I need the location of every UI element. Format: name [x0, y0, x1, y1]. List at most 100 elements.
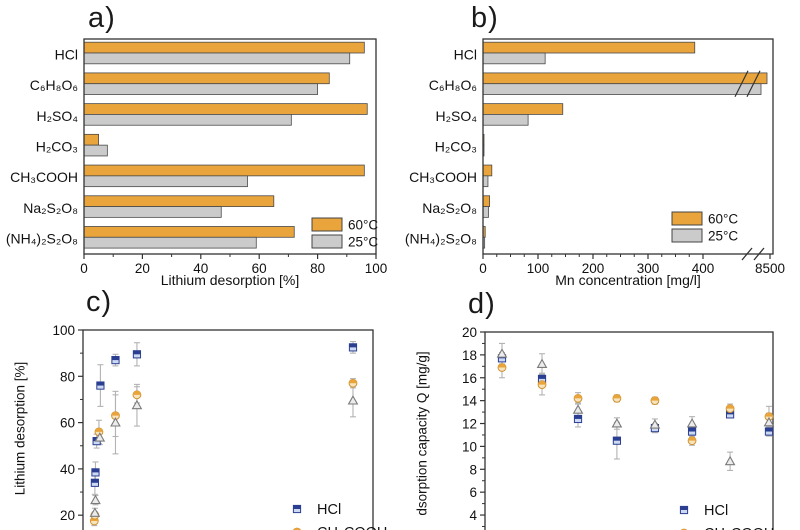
- marker-square: [111, 355, 120, 365]
- marker-circle-top: [538, 380, 546, 385]
- category-label: Na₂S₂O₈: [422, 200, 477, 216]
- marker-triangle: [131, 399, 143, 410]
- bar-25C-row1: [482, 83, 762, 95]
- y-tick-label: 18: [462, 348, 477, 363]
- marker-circle-top: [133, 390, 141, 395]
- marker-square-top: [111, 356, 120, 361]
- x-tick-label: 400: [692, 261, 715, 276]
- panel-a-chart: HCl C₆H₈O₆ H₂SO₄ H₂CO₃ CH₃COOH Na₂S₂O₈ (NH₄)₂S…: [6, 38, 388, 276]
- bar-25C-row4: [83, 175, 248, 188]
- bar-break-slash: [734, 70, 749, 97]
- category-label: H₂CO₃: [435, 139, 477, 155]
- marker-circle-top: [111, 411, 120, 416]
- bar-60C-row2: [83, 103, 368, 115]
- marker-square-top: [574, 415, 582, 419]
- bar-25C-row4: [482, 175, 489, 188]
- panel-a-xaxis-title: Lithium desorption [%]: [160, 272, 300, 288]
- category-label: CH₃COOH: [409, 169, 477, 185]
- panel-d-letter: d): [468, 288, 496, 320]
- panel-c-yaxis-title: Lithium desorption [%]: [12, 361, 28, 496]
- y-tick-label: 80: [60, 369, 75, 384]
- y-tick-label: 60: [60, 416, 75, 431]
- marker-square-top: [133, 350, 141, 355]
- y-tick-label: 20: [60, 508, 75, 523]
- bar-60C-row0: [83, 41, 365, 54]
- bar-25C-row5: [482, 206, 489, 218]
- marker-triangle: [89, 507, 101, 517]
- bar-60C-row1: [482, 72, 768, 85]
- marker-square-top: [613, 437, 621, 441]
- panel-c-letter: c): [86, 286, 113, 318]
- marker-triangle: [90, 494, 101, 505]
- plot-frame: [82, 329, 374, 530]
- axis-break-slash: [753, 247, 765, 261]
- marker-circle-top: [651, 396, 659, 401]
- marker-square-top: [688, 427, 696, 432]
- marker-square-top: [538, 375, 546, 379]
- x-tick-label: 300: [637, 261, 660, 276]
- marker-triangle: [649, 419, 661, 429]
- marker-triangle: [496, 348, 508, 358]
- y-tick-label: 12: [462, 417, 477, 432]
- legend-label: 25°C: [708, 229, 738, 244]
- marker-circle-top: [574, 394, 582, 399]
- panel-b-xaxis-title: Mn concentration [mg/l]: [555, 272, 701, 288]
- y-tick-label: 8: [469, 462, 477, 477]
- legend-label: CH₃COOH: [704, 526, 774, 530]
- marker-square-top: [293, 505, 301, 509]
- category-label: Na₂S₂O₈: [23, 200, 78, 216]
- legend-label: HCl: [317, 502, 341, 518]
- axis-break-slash: [741, 247, 753, 261]
- category-label: (NH₄)₂S₂O₈: [6, 231, 78, 247]
- marker-circle-top: [613, 394, 621, 399]
- category-label: HCl: [55, 46, 78, 62]
- legend-label: 25°C: [348, 235, 378, 250]
- x-tick-label: 0: [80, 261, 88, 276]
- bar-60C-row2: [482, 103, 564, 115]
- category-label: C₆H₈O₆: [429, 77, 477, 93]
- marker-triangle: [110, 417, 121, 427]
- legend-swatch-1: [311, 234, 343, 249]
- panel-d-chart: 20 18 16 14 12 10 8 6 4 HCl CH₃COOH: [462, 325, 775, 530]
- bar-60C-row0: [482, 41, 696, 54]
- category-label: (NH₄)₂S₂O₈: [405, 231, 477, 247]
- bar-60C-row3: [83, 133, 99, 146]
- panel-d-yaxis-title: dsorption capacity Q [mg/g]: [414, 351, 430, 516]
- y-tick-label: 6: [469, 485, 477, 500]
- category-label: H₂SO₄: [37, 108, 79, 124]
- marker-triangle: [94, 432, 106, 442]
- y-tick-label: 20: [462, 325, 477, 340]
- panel-c-chart: 100 80 60 40 20 HCl CH₃COOH: [52, 323, 387, 530]
- x-tick-label: 100: [365, 261, 388, 276]
- legend-label: 60°C: [708, 212, 738, 227]
- bar-60C-row5: [83, 195, 275, 207]
- marker-triangle: [724, 455, 736, 466]
- marker-triangle: [347, 395, 359, 405]
- marker-circle-top: [349, 379, 357, 384]
- marker-triangle: [763, 416, 775, 427]
- category-label: H₂CO₃: [36, 139, 78, 155]
- bar-25C-row0: [83, 52, 351, 65]
- panel-a-letter: a): [88, 2, 116, 34]
- bar-break-slash: [746, 70, 761, 97]
- plot-frame: [482, 38, 774, 255]
- legend-label: 60°C: [348, 218, 378, 233]
- y-tick-label: 14: [462, 394, 478, 409]
- legend-swatch-1: [671, 228, 703, 243]
- y-tick-label: 4: [469, 508, 477, 523]
- category-label: HCl: [454, 46, 477, 62]
- marker-triangle: [572, 404, 584, 414]
- y-tick-label: 40: [60, 462, 75, 477]
- x-tick-label: 0: [479, 261, 487, 276]
- marker-triangle: [611, 418, 623, 428]
- legend-label: HCl: [704, 503, 728, 519]
- marker-circle-top: [765, 412, 773, 417]
- category-label: H₂SO₄: [436, 108, 478, 124]
- y-tick-label: 10: [462, 439, 477, 454]
- marker-square-top: [91, 479, 99, 483]
- marker-square-top: [765, 427, 773, 432]
- bar-25C-row5: [83, 206, 222, 218]
- bar-25C-row2: [482, 114, 529, 126]
- marker-square-top: [349, 343, 357, 348]
